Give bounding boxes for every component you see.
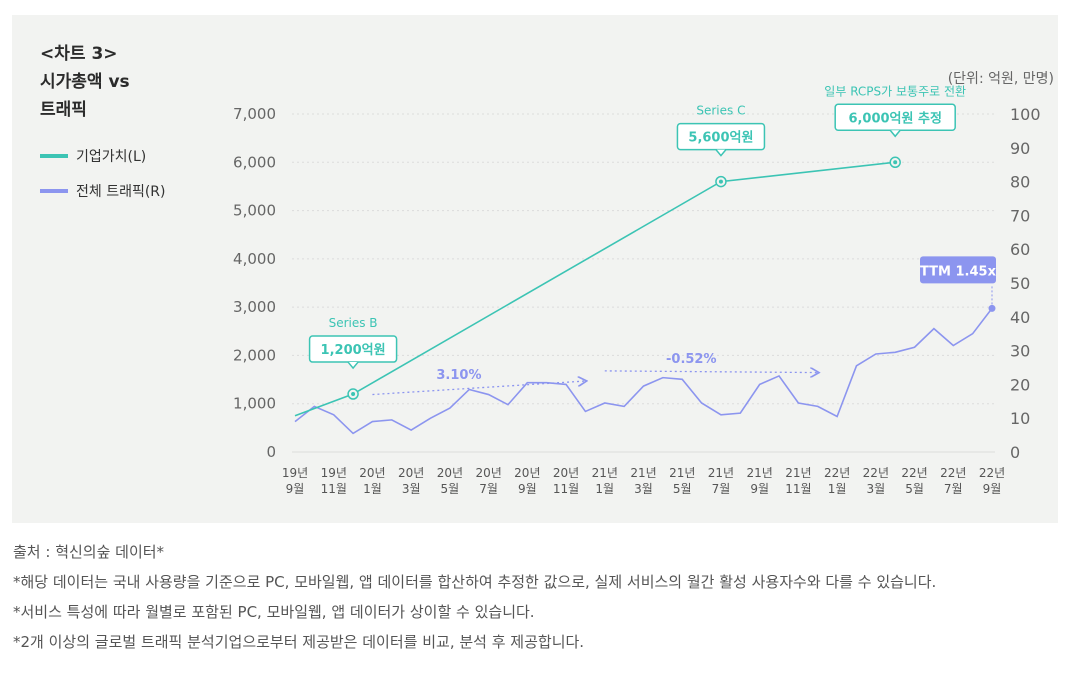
x-tick-label-year: 20년	[398, 466, 424, 480]
x-tick-label-month: 1월	[595, 482, 614, 496]
x-tick-label-year: 22년	[824, 466, 850, 480]
y-right-tick-label: 60	[1010, 240, 1030, 259]
x-tick-label-year: 22년	[940, 466, 966, 480]
y-right-tick-label: 0	[1010, 443, 1020, 462]
chart-svg: 0 1,000 2,000 3,000 4,000 5,000 6,000 7,000 0 10 2…	[233, 84, 1041, 496]
legend-item-traffic: 전체 트래픽(R)	[40, 181, 166, 201]
x-tick-label-month: 1월	[363, 482, 382, 496]
x-tick-label-month: 11월	[553, 482, 579, 496]
y-right-tick-label: 50	[1010, 274, 1030, 293]
x-tick-label-month: 9월	[286, 482, 305, 496]
value-callout-text: 5,600억원	[688, 131, 753, 146]
x-tick-label-year: 21년	[785, 466, 811, 480]
x-tick-label-month: 5월	[673, 482, 692, 496]
footnote-2: *서비스 특성에 따라 월별로 포함된 PC, 모바일웹, 앱 데이터가 상이할…	[13, 603, 535, 621]
x-tick-label-month: 9월	[518, 482, 537, 496]
valuation-marker-dot	[718, 179, 723, 184]
y-left-tick-label: 5,000	[233, 202, 276, 220]
y-right-tick-label: 20	[1010, 375, 1030, 394]
x-tick-label-year: 21년	[708, 466, 734, 480]
trend-arrow	[372, 381, 585, 396]
callout-caption: Series C	[696, 104, 745, 118]
y-left-tick-label: 7,000	[233, 105, 276, 123]
chart-title-line-3: 트래픽	[40, 100, 87, 120]
value-callout-pointer	[347, 361, 359, 370]
y-right-tick-label: 70	[1010, 206, 1030, 225]
chart-title: <차트 3> 시가총액 vs 트래픽	[40, 40, 130, 124]
x-tick-label-year: 21년	[747, 466, 773, 480]
y-left-tick-label: 2,000	[233, 346, 276, 364]
x-tick-label-year: 19년	[321, 466, 347, 480]
y-right-tick-label: 90	[1010, 139, 1030, 158]
value-callout-box	[834, 103, 956, 132]
x-tick-label-year: 20년	[437, 466, 463, 480]
y-left-tick-label: 4,000	[233, 250, 276, 268]
callout-caption: Series B	[329, 316, 378, 330]
footnote-source: 출처 : 혁신의숲 데이터*	[13, 543, 165, 561]
chart-title-line-1: <차트 3>	[40, 44, 118, 64]
x-tick-label-month: 3월	[402, 482, 421, 496]
y-left-tick-label: 0	[266, 443, 276, 461]
legend-label-valuation: 기업가치(L)	[76, 149, 147, 165]
valuation-marker-dot	[893, 160, 898, 165]
x-tick-label-year: 20년	[514, 466, 540, 480]
x-tick-label-month: 7월	[712, 482, 731, 496]
valuation-line	[294, 161, 896, 417]
legend-label-traffic: 전체 트래픽(R)	[76, 184, 166, 200]
traffic-line	[294, 307, 993, 435]
chart-panel	[12, 15, 1058, 523]
x-tick-label-year: 20년	[475, 466, 501, 480]
value-callout-pointer	[889, 129, 901, 138]
y-left-tick-label: 1,000	[233, 395, 276, 413]
trend-arrow	[604, 371, 818, 373]
chart-legend: 기업가치(L) 전체 트래픽(R)	[40, 146, 166, 216]
x-tick-label-month: 3월	[634, 482, 653, 496]
x-tick-label-month: 11월	[321, 482, 347, 496]
x-tick-label-year: 21년	[669, 466, 695, 480]
x-tick-label-month: 7월	[479, 482, 498, 496]
value-callout-text: 6,000억원 추정	[848, 110, 942, 126]
x-tick-label-year: 19년	[282, 466, 308, 480]
callout-caption: 일부 RCPS가 보통주로 전환	[824, 84, 966, 98]
x-tick-label-year: 20년	[359, 466, 385, 480]
legend-item-valuation: 기업가치(L)	[40, 146, 166, 166]
x-tick-label-year: 20년	[553, 466, 579, 480]
y-right-tick-label: 40	[1010, 308, 1030, 327]
legend-swatch-traffic	[40, 189, 68, 193]
x-tick-label-month: 5월	[441, 482, 460, 496]
valuation-marker-dot	[351, 392, 356, 397]
x-tick-label-month: 9월	[750, 482, 769, 496]
x-tick-label-year: 22년	[863, 466, 889, 480]
x-tick-label-year: 21년	[592, 466, 618, 480]
y-right-tick-label: 80	[1010, 173, 1030, 192]
x-tick-label-year: 22년	[979, 466, 1005, 480]
x-tick-label-month: 1월	[828, 482, 847, 496]
value-callout-pointer	[715, 149, 727, 157]
x-tick-label-month: 9월	[983, 482, 1002, 496]
x-tick-label-month: 5월	[905, 482, 924, 496]
trend-label: -0.52%	[666, 352, 717, 367]
y-right-tick-label: 100	[1010, 105, 1041, 124]
y-left-tick-label: 6,000	[233, 153, 276, 171]
x-tick-label-year: 22년	[901, 466, 927, 480]
traffic-end-point	[988, 304, 996, 312]
y-right-tick-label: 30	[1010, 342, 1030, 361]
legend-swatch-valuation	[40, 154, 68, 158]
x-tick-label-year: 21년	[630, 466, 656, 480]
footnotes: 출처 : 혁신의숲 데이터* *해당 데이터는 국내 사용량을 기준으로 PC,…	[13, 540, 1053, 660]
chart-title-line-2: 시가총액 vs	[40, 72, 130, 92]
y-right-tick-label: 10	[1010, 409, 1030, 428]
x-tick-label-month: 7월	[944, 482, 963, 496]
x-tick-label-month: 11월	[785, 482, 811, 496]
trend-label: 3.10%	[436, 368, 481, 383]
footnote-3: *2개 이상의 글로벌 트래픽 분석기업으로부터 제공받은 데이터를 비교, 분…	[13, 633, 585, 651]
value-callout-text: 1,200억원	[321, 343, 386, 358]
y-left-tick-label: 3,000	[233, 298, 276, 316]
unit-label: (단위: 억원, 만명)	[947, 71, 1054, 87]
footnote-1: *해당 데이터는 국내 사용량을 기준으로 PC, 모바일웹, 앱 데이터를 합…	[13, 573, 937, 591]
ttm-callout-text: TTM 1.45x	[920, 264, 997, 279]
ttm-callout-box	[920, 256, 996, 284]
x-tick-label-month: 3월	[866, 482, 885, 496]
